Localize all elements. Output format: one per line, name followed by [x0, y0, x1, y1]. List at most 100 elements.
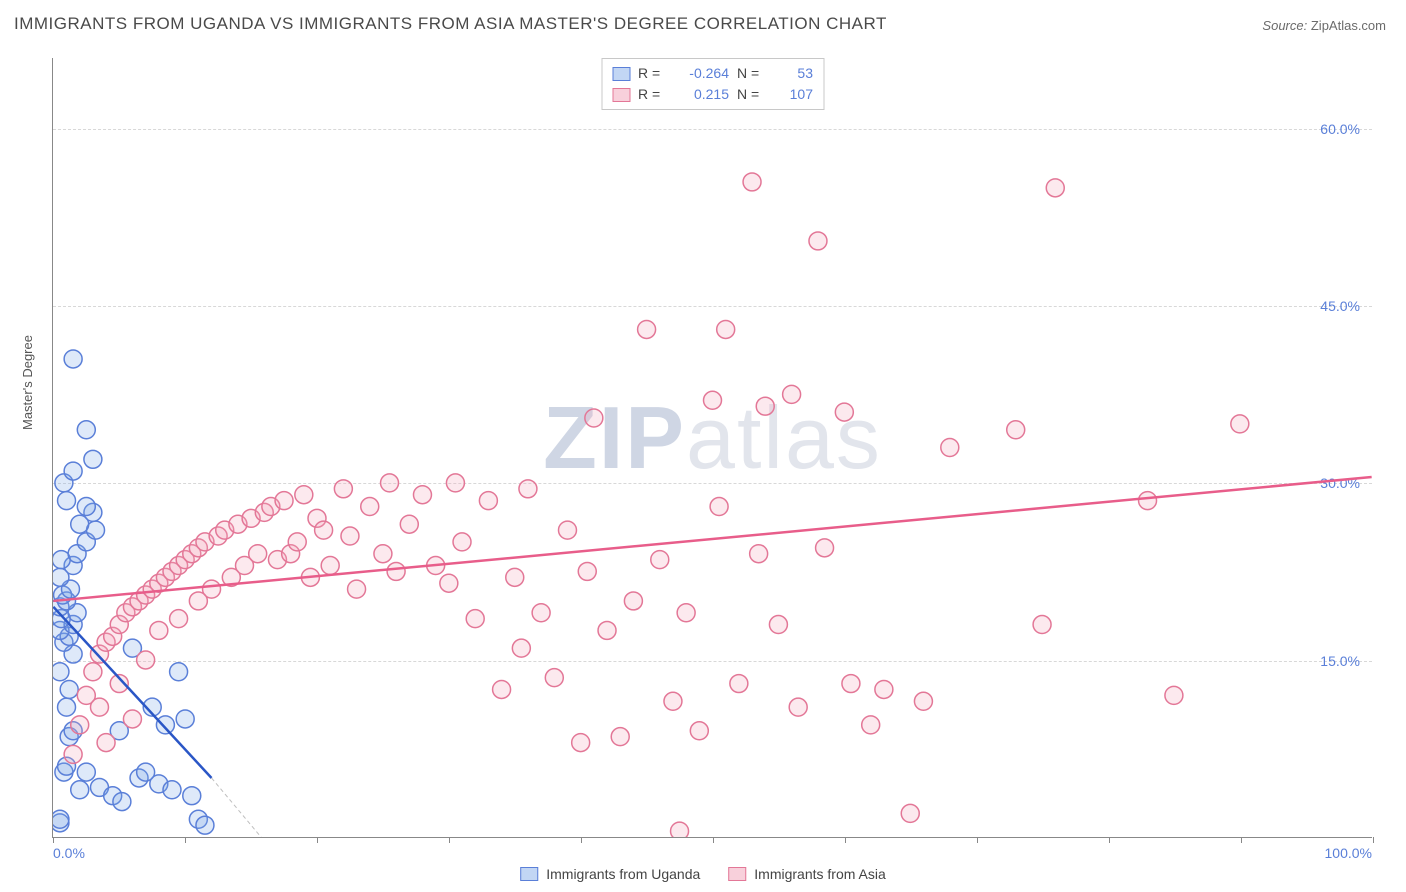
point-asia — [321, 557, 339, 575]
source-name: ZipAtlas.com — [1311, 18, 1386, 33]
point-asia — [914, 692, 932, 710]
legend-item-uganda: Immigrants from Uganda — [520, 866, 700, 882]
point-asia — [532, 604, 550, 622]
x-tick-mark — [713, 837, 714, 843]
point-asia — [835, 403, 853, 421]
point-asia — [493, 680, 511, 698]
point-asia — [756, 397, 774, 415]
point-asia — [512, 639, 530, 657]
point-asia — [585, 409, 603, 427]
point-asia — [624, 592, 642, 610]
point-asia — [1046, 179, 1064, 197]
point-asia — [941, 439, 959, 457]
x-tick-mark — [581, 837, 582, 843]
point-asia — [611, 728, 629, 746]
point-asia — [690, 722, 708, 740]
point-uganda — [77, 421, 95, 439]
point-asia — [677, 604, 695, 622]
point-asia — [315, 521, 333, 539]
point-asia — [750, 545, 768, 563]
point-uganda — [137, 763, 155, 781]
point-asia — [446, 474, 464, 492]
point-asia — [453, 533, 471, 551]
trendline-asia — [53, 477, 1371, 601]
x-tick-mark — [1373, 837, 1374, 843]
source-attribution: Source: ZipAtlas.com — [1262, 18, 1386, 33]
point-uganda — [183, 787, 201, 805]
source-label: Source: — [1262, 18, 1307, 33]
point-asia — [842, 675, 860, 693]
point-asia — [704, 391, 722, 409]
point-asia — [361, 498, 379, 516]
y-axis-label: Master's Degree — [20, 335, 35, 430]
point-asia — [1231, 415, 1249, 433]
swatch-pink-icon — [612, 88, 630, 102]
point-asia — [651, 551, 669, 569]
point-asia — [809, 232, 827, 250]
point-asia — [1139, 492, 1157, 510]
point-uganda — [53, 810, 69, 828]
point-asia — [717, 320, 735, 338]
point-asia — [288, 533, 306, 551]
point-asia — [84, 663, 102, 681]
point-asia — [1007, 421, 1025, 439]
point-uganda — [53, 663, 69, 681]
legend-label-uganda: Immigrants from Uganda — [546, 866, 700, 882]
legend-row-uganda: R = -0.264 N = 53 — [612, 63, 813, 84]
legend-label-asia: Immigrants from Asia — [754, 866, 885, 882]
swatch-blue-icon — [520, 867, 538, 881]
point-uganda — [58, 492, 76, 510]
point-asia — [572, 734, 590, 752]
legend-item-asia: Immigrants from Asia — [728, 866, 885, 882]
x-tick-mark — [317, 837, 318, 843]
point-asia — [97, 734, 115, 752]
chart-plot-area: ZIPatlas R = -0.264 N = 53 R = 0.215 N =… — [52, 58, 1372, 838]
point-asia — [348, 580, 366, 598]
x-axis-min-label: 0.0% — [53, 845, 85, 861]
chart-title: IMMIGRANTS FROM UGANDA VS IMMIGRANTS FRO… — [14, 14, 887, 34]
point-asia — [710, 498, 728, 516]
n-label: N = — [737, 63, 771, 84]
point-asia — [413, 486, 431, 504]
point-asia — [519, 480, 537, 498]
r-label: R = — [638, 63, 666, 84]
n-label: N = — [737, 84, 771, 105]
point-asia — [783, 385, 801, 403]
point-asia — [730, 675, 748, 693]
point-uganda — [71, 781, 89, 799]
x-tick-mark — [185, 837, 186, 843]
point-asia — [150, 621, 168, 639]
point-asia — [598, 621, 616, 639]
point-uganda — [60, 680, 78, 698]
point-asia — [671, 822, 689, 837]
point-asia — [862, 716, 880, 734]
point-asia — [901, 804, 919, 822]
point-uganda — [64, 462, 82, 480]
n-value-asia: 107 — [779, 84, 813, 105]
point-asia — [249, 545, 267, 563]
point-asia — [506, 568, 524, 586]
x-tick-mark — [845, 837, 846, 843]
point-asia — [638, 320, 656, 338]
scatter-svg — [53, 58, 1372, 837]
point-asia — [440, 574, 458, 592]
point-uganda — [113, 793, 131, 811]
point-uganda — [64, 350, 82, 368]
point-asia — [479, 492, 497, 510]
point-asia — [334, 480, 352, 498]
series-legend: Immigrants from Uganda Immigrants from A… — [520, 866, 886, 882]
n-value-uganda: 53 — [779, 63, 813, 84]
x-tick-mark — [53, 837, 54, 843]
point-uganda — [176, 710, 194, 728]
point-asia — [1165, 686, 1183, 704]
point-asia — [769, 616, 787, 634]
point-uganda — [170, 663, 188, 681]
x-axis-max-label: 100.0% — [1325, 845, 1372, 861]
x-tick-mark — [1109, 837, 1110, 843]
point-asia — [275, 492, 293, 510]
point-asia — [374, 545, 392, 563]
point-asia — [137, 651, 155, 669]
point-asia — [189, 592, 207, 610]
point-asia — [123, 710, 141, 728]
point-asia — [789, 698, 807, 716]
